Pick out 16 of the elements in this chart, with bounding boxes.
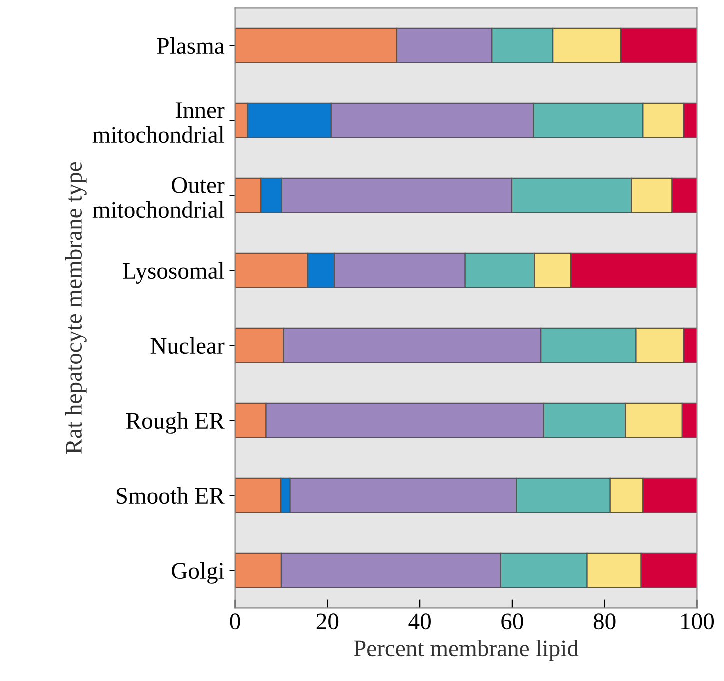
y-tick-label: Smooth ER: [116, 487, 225, 504]
y-tick-label: Golgi: [172, 562, 224, 584]
x-tick-label: 20: [316, 614, 339, 630]
y-tick-label: Plasma: [157, 37, 225, 54]
y-axis-title: Rat hepatocyte membrane type: [65, 162, 87, 454]
x-axis-title: Percent membrane lipid: [354, 640, 579, 662]
y-tick-label: Nuclear: [150, 337, 225, 354]
x-tick-label: 40: [408, 614, 431, 630]
y-tick-label: Outer mitochondrial: [92, 178, 225, 218]
x-tick-label: 60: [502, 614, 524, 630]
y-tick-label: Inner mitochondrial: [92, 102, 225, 144]
y-tick-label: Lysosomal: [123, 262, 224, 284]
x-tick-label: 80: [594, 614, 616, 630]
y-tick-label: Rough ER: [126, 412, 225, 434]
x-tick-label: 0: [230, 614, 240, 630]
x-tick-label: 100: [682, 614, 714, 630]
